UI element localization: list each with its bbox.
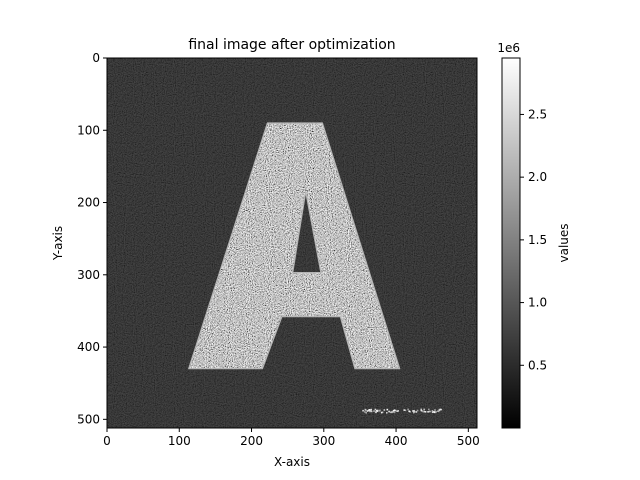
chart-title: final image after optimization	[188, 37, 395, 53]
noise-speck	[391, 410, 394, 413]
x-tick-label: 300	[312, 434, 335, 448]
noise-speck	[370, 408, 372, 411]
noise-speck	[393, 411, 396, 414]
letter-outline	[188, 122, 401, 370]
x-tick-label: 100	[168, 434, 191, 448]
noise-speck	[374, 408, 377, 411]
colorbar-gradient	[502, 58, 520, 428]
colorbar-frame	[501, 57, 521, 429]
colorbar-label: values	[557, 223, 571, 262]
y-tick-label: 100	[77, 123, 100, 137]
noise-speck	[433, 411, 435, 413]
noise-speck	[420, 408, 422, 411]
noise-speck	[380, 411, 383, 414]
noise-speck	[420, 409, 423, 412]
noise-speck	[403, 409, 405, 411]
noise-speck	[408, 410, 410, 413]
x-axis-label: X-axis	[274, 455, 310, 469]
colorbar-tick-label: 1.5	[528, 233, 547, 247]
noise-speck	[409, 410, 411, 413]
noise-speck	[396, 410, 398, 412]
noise-speck	[389, 411, 392, 414]
noise-speck	[370, 410, 373, 413]
colorbar-tick-label: 0.5	[528, 358, 547, 372]
colorbar-ticks: 0.5 1.0 1.5 2.0 2.5	[520, 107, 547, 372]
noise-speck	[435, 411, 437, 413]
y-tick-label: 500	[77, 412, 100, 426]
noise-speck	[386, 412, 388, 414]
y-axis: 0 100 200 300 400 500	[77, 51, 107, 426]
noise-speck	[428, 408, 430, 411]
noise-speck	[394, 409, 397, 412]
noise-speck	[397, 410, 399, 412]
noise-speck	[422, 410, 425, 413]
noise-strip	[362, 408, 442, 414]
y-axis-label: Y-axis	[51, 226, 65, 261]
noise-speck	[386, 408, 389, 411]
noise-speck	[365, 412, 367, 414]
noise-speck	[407, 408, 409, 411]
x-tick-label: 0	[103, 434, 111, 448]
x-axis: 0 100 200 300 400 500	[103, 428, 480, 448]
noise-speck	[364, 409, 367, 411]
noise-speck	[393, 409, 396, 411]
noise-speck	[424, 411, 427, 413]
noise-speck	[379, 409, 381, 412]
noise-speck	[427, 411, 429, 413]
x-tick-label: 400	[385, 434, 408, 448]
colorbar: 0.5 1.0 1.5 2.0 2.5 1e6 values	[497, 41, 571, 429]
x-tick-label: 500	[457, 434, 480, 448]
noise-speck	[369, 410, 371, 413]
noise-speck	[383, 409, 386, 411]
y-tick-label: 300	[77, 268, 100, 282]
noise-speck	[364, 411, 366, 413]
colorbar-tick-label: 2.5	[528, 107, 547, 121]
noise-speck	[431, 411, 434, 413]
noise-speck	[412, 410, 414, 412]
y-tick-label: 0	[92, 51, 100, 65]
y-tick-label: 200	[77, 196, 100, 210]
noise-speck	[375, 410, 377, 413]
noise-speck	[376, 410, 379, 412]
noise-speck	[362, 409, 364, 412]
noise-speck	[415, 411, 417, 413]
image-plot	[107, 58, 477, 428]
colorbar-tick-label: 1.0	[528, 296, 547, 310]
noise-speck	[388, 410, 390, 413]
y-tick-label: 400	[77, 340, 100, 354]
noise-speck	[404, 409, 407, 412]
colorbar-tick-label: 2.0	[528, 170, 547, 184]
noise-speck	[439, 408, 441, 411]
noise-speck	[434, 409, 436, 411]
noise-speck	[437, 410, 440, 413]
noise-speck	[431, 410, 434, 412]
x-tick-label: 200	[240, 434, 263, 448]
plot-frame	[106, 57, 478, 429]
noise-speck	[368, 409, 371, 411]
noise-speck	[413, 411, 415, 413]
noise-speck	[392, 409, 395, 412]
noise-speck	[373, 410, 375, 412]
colorbar-scale-label: 1e6	[497, 41, 520, 55]
noise-speck	[366, 410, 369, 412]
noise-speck	[381, 411, 384, 413]
noise-speck	[429, 410, 431, 413]
noise-speck	[413, 410, 415, 412]
noise-speck	[423, 408, 425, 411]
noise-speck	[438, 409, 441, 411]
noise-speck	[416, 409, 419, 412]
